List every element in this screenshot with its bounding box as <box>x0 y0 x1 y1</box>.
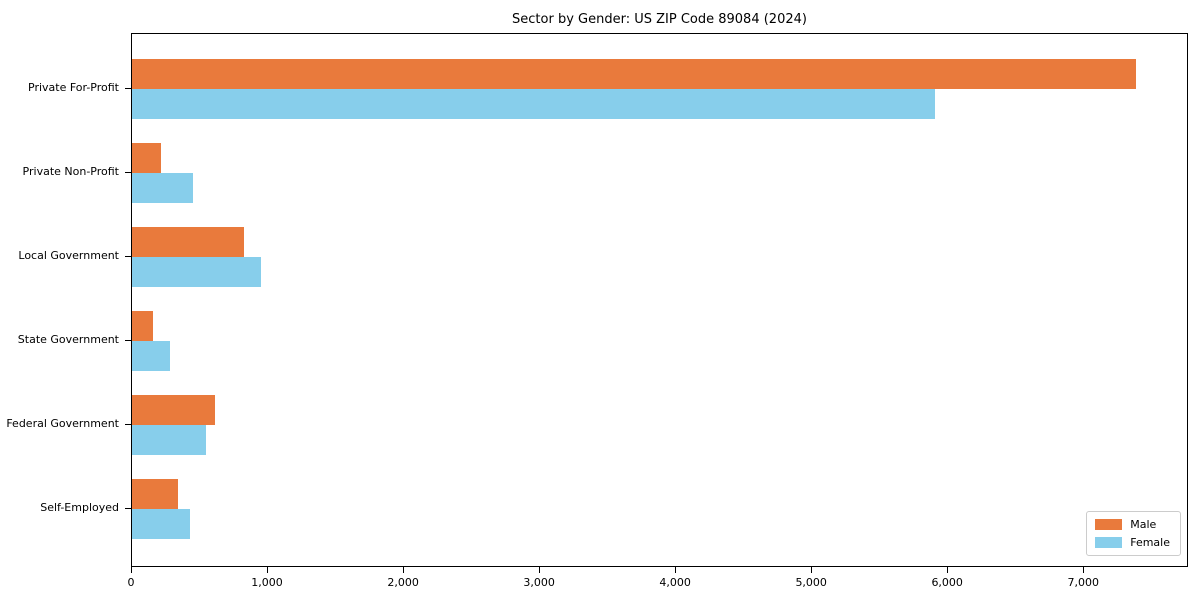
bar-female-private-non-profit <box>132 173 194 203</box>
female-legend-swatch <box>1095 537 1123 548</box>
x-tick-mark-4-000 <box>675 567 677 573</box>
x-tick-mark-5-000 <box>811 567 813 573</box>
chart-title: Sector by Gender: US ZIP Code 89084 (202… <box>512 12 807 27</box>
legend-row-male: Male <box>1095 518 1170 531</box>
y-tick-label-self-employed: Self-Employed <box>40 501 119 514</box>
x-tick-mark-6-000 <box>947 567 949 573</box>
x-tick-label-1-000: 1,000 <box>251 576 283 589</box>
y-tick-label-private-for-profit: Private For-Profit <box>28 81 119 94</box>
bar-male-local-government <box>132 227 244 257</box>
y-tick-label-federal-government: Federal Government <box>6 417 119 430</box>
x-tick-mark-3-000 <box>539 567 541 573</box>
bar-female-private-for-profit <box>132 89 935 119</box>
bar-male-private-non-profit <box>132 143 161 173</box>
y-tick-label-local-government: Local Government <box>18 249 119 262</box>
x-tick-label-2-000: 2,000 <box>387 576 419 589</box>
male-legend-swatch <box>1095 519 1123 530</box>
y-tick-mark-private-for-profit <box>125 88 131 89</box>
x-tick-label-4-000: 4,000 <box>659 576 691 589</box>
legend-row-female: Female <box>1095 536 1170 549</box>
x-tick-label-6-000: 6,000 <box>931 576 963 589</box>
x-tick-mark-0 <box>131 567 132 573</box>
bar-male-federal-government <box>132 395 215 425</box>
y-tick-label-state-government: State Government <box>17 333 119 346</box>
y-tick-mark-federal-government <box>125 424 131 425</box>
bar-male-private-for-profit <box>132 59 1136 89</box>
bar-female-state-government <box>132 341 171 371</box>
x-tick-label-3-000: 3,000 <box>523 576 555 589</box>
bar-male-state-government <box>132 311 154 341</box>
y-tick-mark-private-non-profit <box>125 172 131 173</box>
y-tick-mark-state-government <box>125 340 131 341</box>
male-legend-label: Male <box>1130 518 1157 531</box>
y-tick-label-private-non-profit: Private Non-Profit <box>22 165 119 178</box>
x-tick-label-7-000: 7,000 <box>1067 576 1100 589</box>
plot-area: Male Female <box>131 33 1188 567</box>
y-tick-mark-self-employed <box>125 508 131 509</box>
bar-female-self-employed <box>132 509 190 539</box>
x-tick-mark-1-000 <box>267 567 268 573</box>
bar-female-federal-government <box>132 425 207 455</box>
x-tick-label-5-000: 5,000 <box>795 576 827 589</box>
bar-male-self-employed <box>132 479 179 509</box>
y-tick-mark-local-government <box>125 256 131 257</box>
x-tick-label-0: 0 <box>127 576 135 589</box>
x-tick-mark-7-000 <box>1083 567 1085 573</box>
x-tick-mark-2-000 <box>403 567 405 573</box>
bar-female-local-government <box>132 257 262 287</box>
legend: Male Female <box>1086 511 1181 556</box>
female-legend-label: Female <box>1130 536 1170 549</box>
